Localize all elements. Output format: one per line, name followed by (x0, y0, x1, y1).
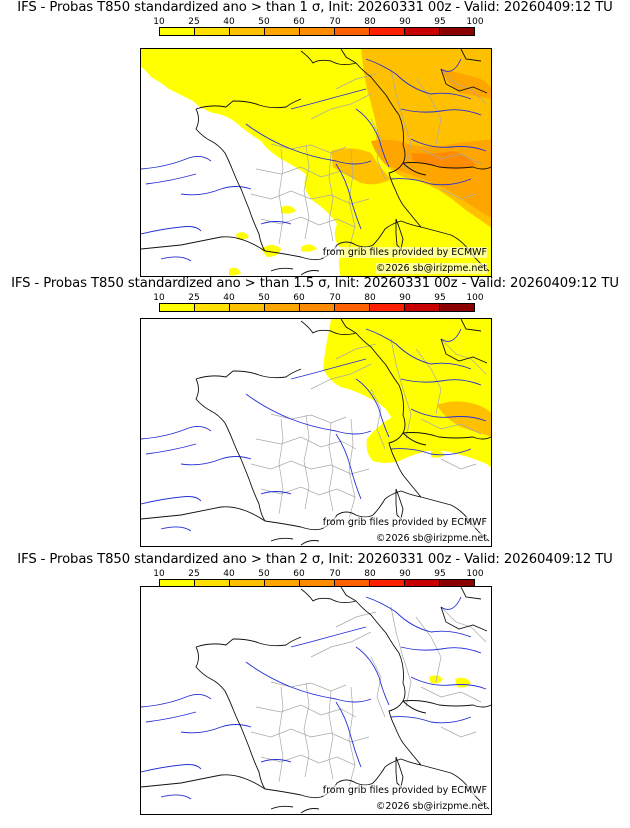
colorbar-swatch (405, 304, 440, 311)
colorbar-tick: 40 (223, 569, 235, 579)
colorbar-tick: 25 (188, 569, 200, 579)
colorbar-swatch (230, 580, 265, 587)
colorbar-swatch (195, 304, 230, 311)
panel-title: IFS - Probas T850 standardized ano > tha… (11, 276, 619, 291)
colorbar-swatch (370, 28, 405, 35)
colorbar-swatch (300, 580, 335, 587)
colorbar-tick: 80 (364, 17, 376, 27)
colorbar-tick: 60 (293, 293, 305, 303)
colorbar-tick: 90 (399, 293, 411, 303)
colorbar-swatch (265, 580, 300, 587)
colorbar-tick: 80 (364, 569, 376, 579)
forecast-panel-3: IFS - Probas T850 standardized ano > tha… (0, 552, 630, 828)
probability-map: from grib files provided by ECMWF ©2026 … (140, 318, 492, 547)
panel-title: IFS - Probas T850 standardized ano > tha… (17, 552, 613, 567)
colorbar-swatch (300, 304, 335, 311)
colorbar-swatch (265, 304, 300, 311)
colorbar-tick: 70 (329, 569, 341, 579)
colorbar-tick: 100 (466, 569, 484, 579)
colorbar-swatch (160, 304, 195, 311)
colorbar-tick: 70 (329, 17, 341, 27)
colorbar-swatch (370, 304, 405, 311)
colorbar-tick: 10 (153, 293, 165, 303)
colorbar-tick: 25 (188, 17, 200, 27)
colorbar-swatch (300, 28, 335, 35)
colorbar-swatch (160, 28, 195, 35)
colorbar-tick: 90 (399, 17, 411, 27)
colorbar-tick: 100 (466, 17, 484, 27)
colorbar-tick: 100 (466, 293, 484, 303)
copyright-label: ©2026 sb@irizpme.net (375, 801, 487, 812)
probability-map: from grib files provided by ECMWF ©2026 … (140, 48, 492, 277)
colorbar-swatch (230, 28, 265, 35)
probability-shading (429, 675, 471, 688)
colorbar-tick: 60 (293, 569, 305, 579)
colorbar-tick: 95 (434, 293, 446, 303)
colorbar-swatch (370, 580, 405, 587)
panel-title: IFS - Probas T850 standardized ano > tha… (17, 0, 613, 15)
colorbar-tick: 50 (258, 293, 270, 303)
colorbar: 10 25 40 50 60 70 80 90 95 100 (153, 293, 484, 317)
colorbar-tick: 40 (223, 293, 235, 303)
probability-map: from grib files provided by ECMWF ©2026 … (140, 586, 492, 815)
colorbar-swatch (160, 580, 195, 587)
colorbar-swatch (265, 28, 300, 35)
colorbar-swatch (440, 28, 474, 35)
colorbar-swatch (440, 580, 474, 587)
colorbar-swatch (405, 28, 440, 35)
colorbar-tick: 90 (399, 569, 411, 579)
data-source-credit: from grib files provided by ECMWF (322, 247, 487, 258)
probability-shading (141, 49, 491, 276)
colorbar-tick: 50 (258, 17, 270, 27)
colorbar-swatch (195, 580, 230, 587)
colorbar-swatch (405, 580, 440, 587)
colorbar-swatch (335, 304, 370, 311)
copyright-label: ©2026 sb@irizpme.net (375, 263, 487, 274)
map-svg (141, 587, 491, 814)
colorbar-tick: 80 (364, 293, 376, 303)
colorbar-swatch (335, 28, 370, 35)
map-svg (141, 49, 491, 276)
colorbar-swatches (159, 303, 475, 312)
colorbar-tick: 10 (153, 17, 165, 27)
probability-shading (323, 319, 491, 468)
forecast-panel-1: IFS - Probas T850 standardized ano > tha… (0, 0, 630, 277)
colorbar: 10 25 40 50 60 70 80 90 95 100 (153, 17, 484, 41)
forecast-panel-2: IFS - Probas T850 standardized ano > tha… (0, 276, 630, 552)
data-source-credit: from grib files provided by ECMWF (322, 785, 487, 796)
copyright-label: ©2026 sb@irizpme.net (375, 533, 487, 544)
map-svg (141, 319, 491, 546)
colorbar-tick: 70 (329, 293, 341, 303)
colorbar-swatches (159, 27, 475, 36)
colorbar-tick: 50 (258, 569, 270, 579)
colorbar-tick: 25 (188, 293, 200, 303)
colorbar-tick: 40 (223, 17, 235, 27)
colorbar-tick: 95 (434, 569, 446, 579)
data-source-credit: from grib files provided by ECMWF (322, 517, 487, 528)
colorbar-tick: 60 (293, 17, 305, 27)
colorbar-swatch (195, 28, 230, 35)
colorbar-tick: 10 (153, 569, 165, 579)
colorbar-swatch (335, 580, 370, 587)
colorbar-swatch (440, 304, 474, 311)
colorbar-tick: 95 (434, 17, 446, 27)
colorbar-swatch (230, 304, 265, 311)
